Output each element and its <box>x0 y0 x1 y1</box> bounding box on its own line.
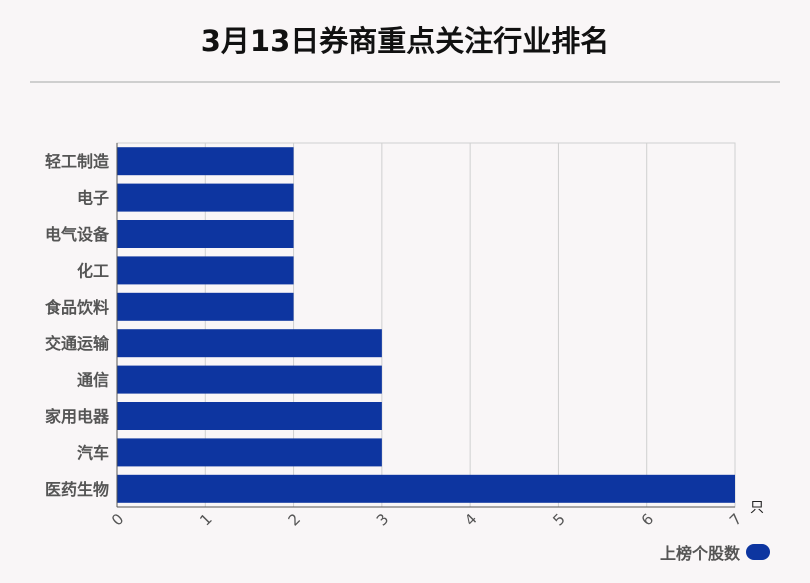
x-tick-label: 3 <box>373 510 392 529</box>
legend-label: 上榜个股数 <box>659 544 740 563</box>
category-label: 轻工制造 <box>45 152 110 171</box>
category-label: 通信 <box>77 371 109 390</box>
x-tick-label: 7 <box>726 510 745 529</box>
title-divider <box>30 81 780 83</box>
bar <box>117 438 382 467</box>
x-tick-label: 2 <box>285 510 304 529</box>
category-label: 交通运输 <box>45 334 110 353</box>
bar <box>117 292 294 321</box>
x-tick-label: 6 <box>638 510 657 529</box>
category-label: 化工 <box>77 261 109 280</box>
x-unit-label: 只 <box>750 500 764 516</box>
bar <box>117 147 294 176</box>
bar <box>117 183 294 212</box>
x-tick-label: 0 <box>108 510 127 529</box>
chart-title: 3月13日券商重点关注行业排名 <box>200 24 610 58</box>
category-label: 家用电器 <box>45 407 110 426</box>
category-label: 电气设备 <box>45 225 110 244</box>
bar <box>117 220 294 248</box>
category-label: 汽车 <box>77 443 109 462</box>
legend[interactable]: 上榜个股数 <box>660 541 770 563</box>
bar <box>117 329 382 358</box>
x-tick-label: 4 <box>461 510 480 529</box>
bar <box>117 365 382 394</box>
category-label: 电子 <box>77 189 109 208</box>
category-label: 食品饮料 <box>44 298 109 317</box>
legend-swatch <box>746 544 770 560</box>
bar <box>117 474 735 503</box>
bar <box>117 402 382 430</box>
x-tick-label: 1 <box>196 510 215 529</box>
x-tick-label: 5 <box>549 510 568 529</box>
bar <box>117 256 294 285</box>
category-label: 医药生物 <box>45 480 109 499</box>
